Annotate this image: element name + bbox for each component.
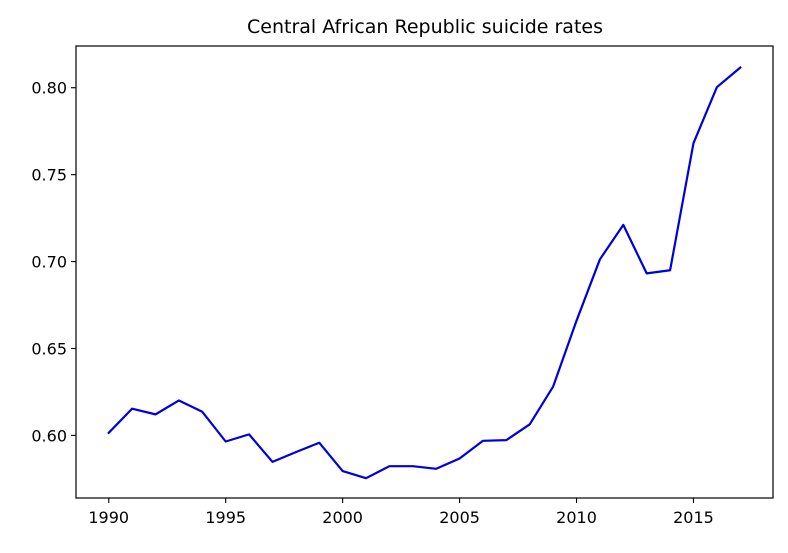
y-axis: 0.60 0.65 0.70 0.75 0.80 xyxy=(31,79,76,446)
series-layer xyxy=(109,67,741,478)
x-axis: 1990 1995 2000 2005 2010 2015 xyxy=(88,498,713,527)
series-line-0 xyxy=(109,68,741,479)
x-tick-label: 2015 xyxy=(673,508,714,527)
y-tick-label: 0.75 xyxy=(31,166,67,185)
x-tick-label: 1990 xyxy=(88,508,129,527)
x-tick-label: 2010 xyxy=(556,508,597,527)
y-tick-label: 0.60 xyxy=(31,426,67,445)
y-tick-label: 0.70 xyxy=(31,253,67,272)
x-tick-label: 1995 xyxy=(205,508,246,527)
chart-title: Central African Republic suicide rates xyxy=(247,16,603,38)
y-tick-label: 0.80 xyxy=(31,79,67,98)
x-tick-label: 2005 xyxy=(439,508,480,527)
y-tick-label: 0.65 xyxy=(31,339,67,358)
x-tick-label: 2000 xyxy=(322,508,363,527)
plot-area-frame xyxy=(76,46,773,498)
